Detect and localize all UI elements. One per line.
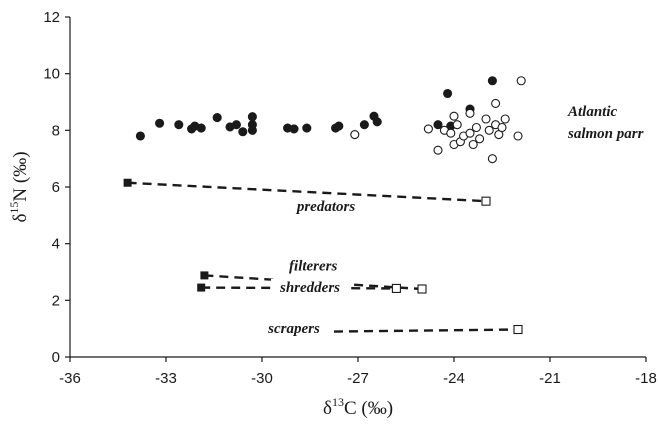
filled-point	[289, 124, 299, 134]
filled-point	[247, 112, 257, 122]
open-point	[446, 128, 456, 138]
filled-point	[372, 117, 382, 127]
y-tick-label: 10	[43, 66, 60, 83]
open-point	[500, 114, 510, 124]
x-axis-title-symbol: δ	[323, 398, 332, 419]
group-label-background	[259, 319, 329, 337]
y-tick-label: 12	[43, 9, 60, 26]
parr-points	[135, 76, 526, 164]
filled-point	[359, 120, 369, 130]
x-tick-label: -36	[59, 370, 81, 387]
open-point	[468, 139, 478, 150]
filled-point	[487, 76, 497, 86]
y-axis-title: δ15N (‰)	[7, 151, 31, 222]
filled-point	[443, 88, 453, 99]
open-square-marker	[391, 283, 401, 293]
y-tick-label: 8	[52, 122, 60, 139]
filled-square-marker	[200, 271, 209, 280]
open-point	[449, 111, 459, 121]
filled-point	[247, 120, 257, 130]
group-label: predators	[295, 199, 356, 215]
group-label: shredders	[279, 280, 340, 296]
open-point	[350, 130, 360, 140]
y-axis-title-symbol: δ	[10, 214, 31, 223]
x-tick-label: -33	[155, 370, 177, 387]
open-square-marker	[481, 196, 491, 206]
group-label-background	[271, 278, 349, 296]
group-label-background	[274, 257, 353, 275]
y-tick-label: 6	[52, 179, 60, 196]
open-point	[516, 76, 526, 86]
y-axis-title-superscript: 15	[7, 202, 21, 214]
open-point	[491, 98, 501, 108]
filled-point	[302, 123, 312, 133]
filled-point	[155, 118, 165, 128]
y-axis-title-unit: N (‰)	[10, 151, 31, 201]
y-tick-label: 4	[52, 236, 60, 253]
open-square-marker	[417, 284, 427, 294]
group-label: filterers	[289, 259, 337, 275]
filled-point	[135, 131, 145, 141]
x-tick-label: -30	[251, 370, 273, 387]
x-axis-title: δ13C (‰)	[323, 395, 393, 419]
y-tick-label: 2	[52, 292, 60, 309]
chart-labels: predators filterers shredders scrapers Atlan…	[259, 104, 644, 337]
filled-point	[196, 123, 206, 133]
filled-point	[238, 127, 248, 137]
open-point	[465, 108, 475, 118]
group-dashed-line	[258, 328, 519, 334]
x-tick-label: -21	[539, 370, 561, 387]
group-label: scrapers	[267, 321, 320, 337]
open-point	[475, 134, 485, 144]
open-point	[497, 122, 507, 133]
x-axis-title-superscript: 13	[332, 395, 344, 409]
open-square-marker	[513, 324, 523, 335]
open-point	[484, 125, 494, 135]
y-tick-label: 0	[52, 349, 60, 366]
filled-square-marker	[123, 178, 132, 187]
x-tick-label: -24	[443, 370, 465, 387]
x-tick-label: -27	[347, 370, 369, 387]
filled-square-marker	[197, 283, 206, 292]
annotation-text: Atlantic	[567, 104, 618, 120]
open-point	[481, 114, 491, 124]
x-tick-label: -18	[635, 370, 657, 387]
open-point	[423, 124, 433, 134]
open-point	[433, 145, 443, 155]
open-point	[452, 120, 462, 130]
open-point	[471, 122, 481, 133]
annotation-text: salmon parr	[567, 126, 644, 142]
filled-point	[433, 120, 443, 130]
filled-point	[212, 113, 222, 123]
group-label-background	[287, 198, 365, 216]
open-point	[513, 131, 523, 141]
filled-point	[334, 121, 344, 131]
open-point	[465, 128, 475, 138]
open-point	[487, 154, 497, 164]
filled-point	[231, 120, 241, 130]
x-axis-title-unit: C (‰)	[344, 398, 393, 419]
filled-point	[174, 120, 184, 130]
